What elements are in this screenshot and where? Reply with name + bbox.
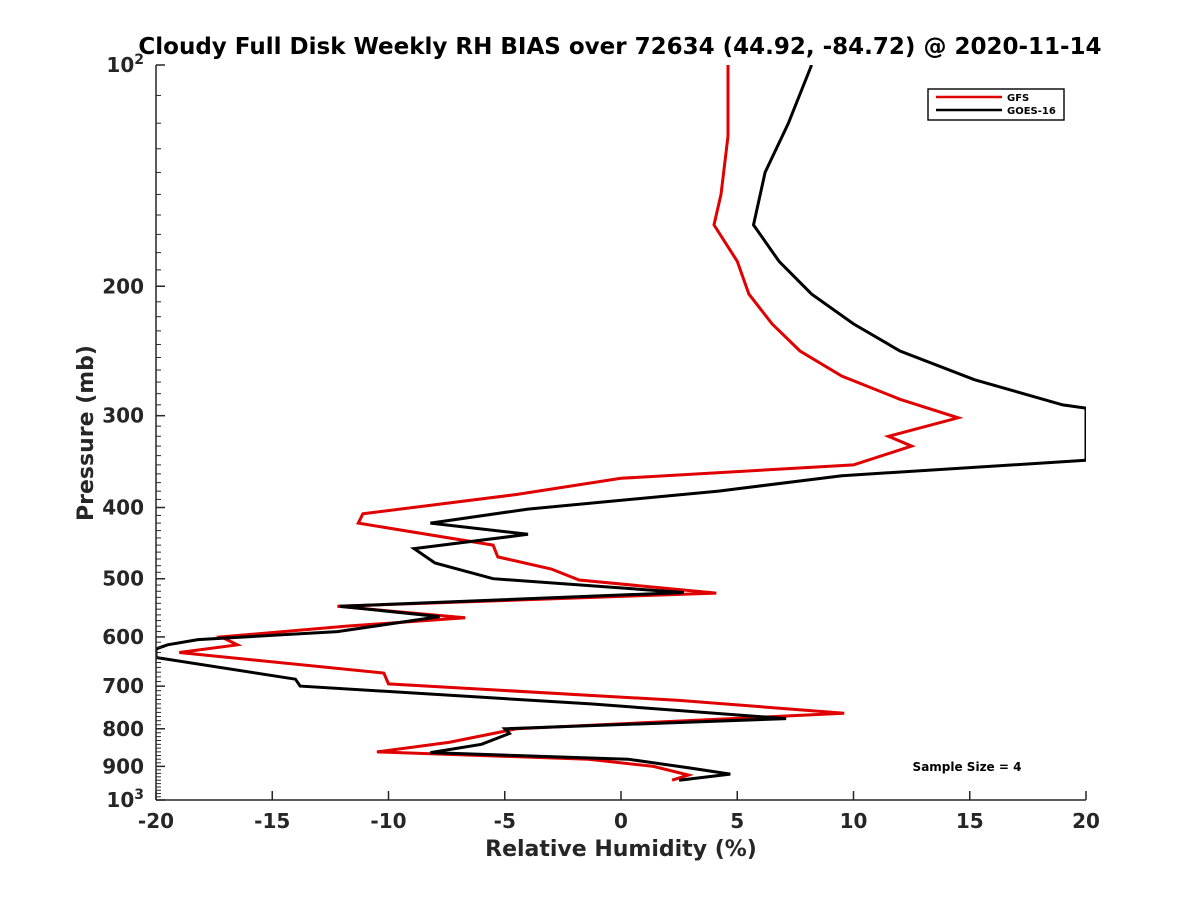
legend-label-goes16: GOES-16 [1007, 106, 1056, 117]
series-line-goes16 [156, 65, 1086, 782]
x-axis-label: Relative Humidity (%) [485, 837, 757, 862]
y-tick-label: 500 [102, 567, 144, 591]
sample-size-annotation: Sample Size = 4 [913, 760, 1022, 774]
x-tick-label: 0 [614, 809, 628, 833]
y-tick-label: 103 [106, 787, 144, 812]
x-tick-label: -5 [494, 809, 516, 833]
axes: -20 -15 -10 -5 0 5 10 15 20 102 200 300 400 500 600 700… [102, 52, 1100, 833]
legend-box [927, 88, 1065, 121]
y-tick-label: 900 [102, 754, 144, 778]
y-tick-label: 300 [102, 404, 144, 428]
x-tick-label: -20 [138, 809, 174, 833]
legend-label-gfs: GFS [1007, 93, 1029, 104]
y-tick-label: 200 [102, 274, 144, 298]
y-tick-label: 400 [102, 496, 144, 520]
x-tick-label: 15 [956, 809, 984, 833]
y-tick-label: 102 [106, 52, 144, 77]
y-axis-label: Pressure (mb) [74, 345, 99, 521]
y-tick-label: 600 [102, 625, 144, 649]
legend: GFS GOES-16 [927, 88, 1065, 121]
y-tick-label: 700 [102, 674, 144, 698]
x-tick-label: 10 [840, 809, 868, 833]
plot-area [156, 65, 1086, 800]
x-tick-label: -10 [370, 809, 406, 833]
x-tick-label: -15 [254, 809, 290, 833]
x-tick-label: 20 [1072, 809, 1100, 833]
chart-title: Cloudy Full Disk Weekly RH BIAS over 726… [138, 34, 1101, 60]
series-lines [156, 65, 1086, 782]
y-tick-label: 800 [102, 717, 144, 741]
x-tick-label: 5 [730, 809, 744, 833]
